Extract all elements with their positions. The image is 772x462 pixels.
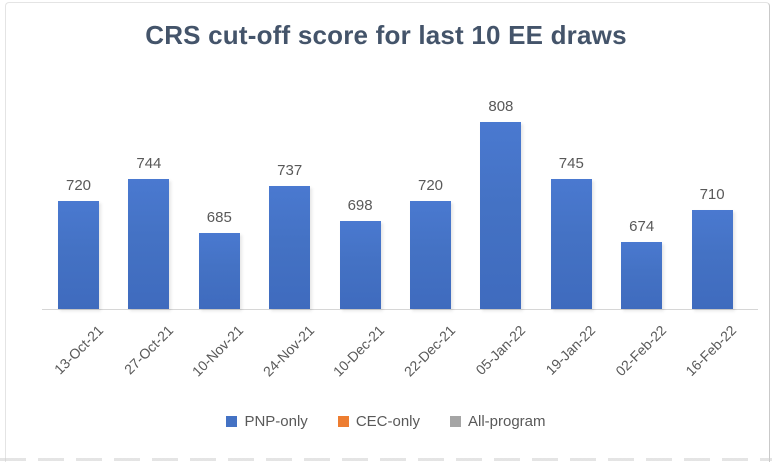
bar-02-Feb-22	[621, 242, 663, 309]
bar-10-Nov-21	[198, 232, 240, 309]
bar-27-Oct-21	[128, 179, 170, 309]
legend-swatch-cec-only	[337, 416, 349, 427]
bar-05-Jan-22	[480, 121, 522, 309]
cropped-bottom-row	[0, 458, 772, 461]
legend-item-cec-only: CEC-only	[337, 413, 420, 430]
bar-16-Feb-22	[691, 210, 733, 309]
data-label-13-Oct-21: 720	[65, 177, 92, 194]
x-axis-line	[42, 309, 758, 310]
data-label-10-Dec-21: 698	[347, 196, 373, 214]
chart-title: CRS cut-off score for last 10 EE draws	[145, 20, 627, 50]
data-label-19-Jan-22: 745	[558, 154, 584, 172]
data-label-02-Feb-22: 674	[629, 218, 655, 236]
legend-swatch-pnp-only	[226, 416, 238, 427]
bar-13-Oct-21	[58, 201, 99, 309]
legend-item-pnp-only: PNP-only	[226, 413, 308, 430]
legend-swatch-all-program	[450, 416, 461, 427]
legend: PNP-only CEC-only All-program	[0, 413, 772, 430]
data-label-22-Dec-21: 720	[417, 177, 444, 194]
data-label-24-Nov-21: 737	[277, 161, 303, 179]
legend-label: CEC-only	[355, 413, 420, 430]
data-label-16-Feb-22: 710	[699, 186, 725, 203]
bar-24-Nov-21	[269, 185, 311, 309]
data-label-10-Nov-21: 685	[206, 208, 232, 226]
bar-22-Dec-21	[410, 201, 451, 309]
data-label-27-Oct-21: 744	[136, 155, 162, 173]
bar-19-Jan-22	[550, 178, 592, 309]
legend-item-all-program: All-program	[450, 413, 546, 430]
legend-label: All-program	[468, 413, 546, 430]
legend-label: PNP-only	[244, 413, 308, 430]
data-label-05-Jan-22: 808	[488, 97, 514, 115]
bar-10-Dec-21	[339, 220, 381, 309]
